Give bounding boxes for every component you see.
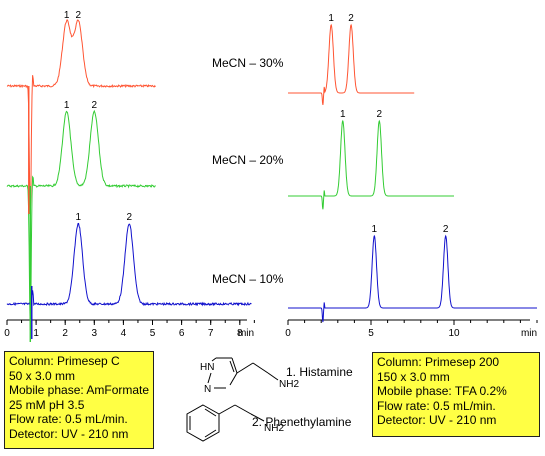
right-condition-line: Detector: UV - 210 nm: [377, 413, 497, 427]
peak-label: 2: [377, 109, 383, 120]
left-condition-line: Column: Primesep C: [9, 354, 120, 368]
x-unit-label: min: [521, 328, 537, 339]
series-line: [288, 119, 454, 210]
x-tick-label: 5: [368, 328, 374, 339]
x-tick-label: 10: [448, 328, 460, 339]
x-tick-label: 3: [92, 328, 98, 339]
right-conditions-box: Column: Primesep 200 150 x 3.0 mm Mobile…: [372, 352, 540, 437]
left-condition-line: Detector: UV - 210 nm: [9, 426, 129, 441]
x-tick-label: 8: [237, 328, 243, 339]
histamine-structure: [207, 357, 279, 389]
peak-label: 2: [443, 224, 449, 235]
right-condition-line: 150 x 3.0 mm: [377, 369, 450, 384]
x-tick-label: 7: [208, 328, 214, 339]
x-tick-label: 0: [4, 328, 10, 339]
peak-label: 2: [76, 10, 82, 21]
right-chromatogram-panel: 0 5 10 min 1 2 1 2 1 2: [285, 13, 538, 339]
left-condition-line: 25 mM pH 3.5: [9, 397, 85, 412]
left-condition-line: Flow rate: 0.5 mL/min.: [9, 412, 128, 426]
peak-label: 1: [340, 109, 346, 120]
left-condition-line: Mobile phase: AmFormate: [9, 383, 150, 397]
compound-label-histamine: 1. Histamine: [286, 365, 353, 379]
x-tick-label: 2: [62, 328, 68, 339]
x-tick-label: 0: [285, 328, 291, 339]
right-condition-line: Flow rate: 0.5 mL/min.: [377, 398, 496, 413]
series-label-30: MeCN – 30%: [212, 56, 284, 70]
peak-label: 1: [76, 212, 82, 223]
x-tick-label: 5: [150, 328, 156, 339]
condition-labels: MeCN – 30% MeCN – 20% MeCN – 10%: [212, 56, 284, 286]
histamine-nh2-label: NH2: [279, 379, 299, 390]
x-unit-label: min: [238, 328, 254, 339]
series-line: [288, 23, 415, 105]
peak-label: 1: [372, 224, 378, 235]
left-conditions-box: Column: Primesep C 50 x 3.0 mm Mobile ph…: [4, 351, 154, 449]
peak-label: 2: [348, 13, 354, 24]
peak-label: 1: [64, 100, 70, 111]
series-line: [288, 234, 537, 323]
series-line: [6, 19, 156, 216]
histamine-n-label: N: [204, 384, 211, 395]
phenethylamine-structure: [186, 404, 265, 442]
x-tick-label: 1: [33, 328, 39, 339]
series-line: [6, 109, 156, 331]
x-tick-label: 6: [179, 328, 185, 339]
peak-label: 1: [64, 10, 70, 21]
histamine-hn-label: HN: [200, 362, 214, 373]
series-label-20: MeCN – 20%: [212, 153, 284, 167]
compound-label-phenethylamine: 2. Phenethylamine: [252, 415, 352, 429]
left-condition-line: 50 x 3.0 mm: [9, 368, 76, 383]
right-condition-line: Mobile phase: TFA 0.2%: [377, 384, 507, 398]
series-label-10: MeCN – 10%: [212, 272, 284, 286]
peak-label: 2: [92, 100, 98, 111]
series-line: [6, 222, 252, 307]
phenethylamine-nh2-label: NH2: [264, 423, 284, 434]
x-tick-label: 4: [121, 328, 127, 339]
right-condition-line: Column: Primesep 200: [377, 355, 500, 369]
peak-label: 1: [328, 13, 334, 24]
peak-label: 2: [126, 212, 132, 223]
